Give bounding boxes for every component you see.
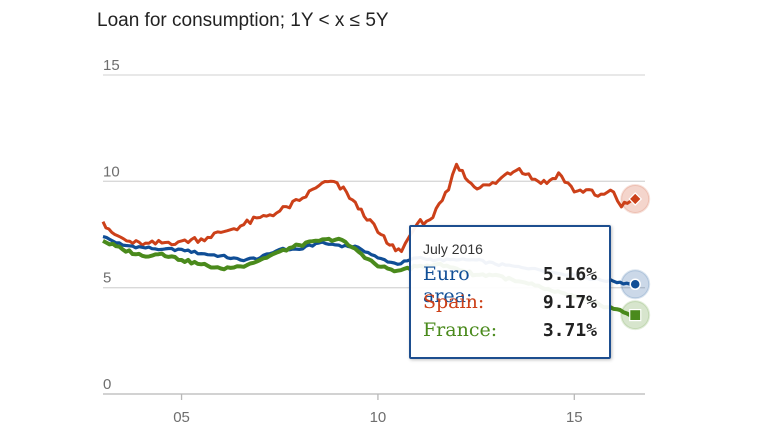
y-tick-label: 5 [103,270,111,287]
tooltip-row-france: France: 3.71% [423,319,609,347]
x-tick-label: 15 [566,409,583,426]
tooltip-series-name: Spain: [423,291,485,313]
tooltip-series-value: 5.16% [542,264,597,285]
chart-title: Loan for consumption; 1Y < x ≤ 5Y [97,10,389,31]
x-tick-label: 10 [370,409,387,426]
series-marker-spain[interactable] [628,192,643,206]
series-marker-france[interactable] [629,309,642,322]
tooltip-row-spain: Spain: 9.17% [423,291,609,319]
tooltip-series-value: 9.17% [542,292,597,313]
y-tick-label: 10 [103,163,120,180]
tooltip-row-euro-area: Euro area: 5.16% [423,263,609,307]
series-line-spain[interactable] [101,162,635,253]
tooltip: July 2016 Euro area: 5.16% Spain: 9.17% … [409,225,611,359]
y-tick-label: 15 [103,57,120,74]
y-tick-label: 0 [103,376,111,393]
tooltip-series-name: Euro area: [423,263,473,307]
tooltip-series-value: 3.71% [542,320,597,341]
x-tick-label: 05 [173,409,190,426]
tooltip-date: July 2016 [423,241,483,257]
tooltip-series-name: France: [423,319,498,341]
series-marker-euro-area[interactable] [629,278,641,291]
